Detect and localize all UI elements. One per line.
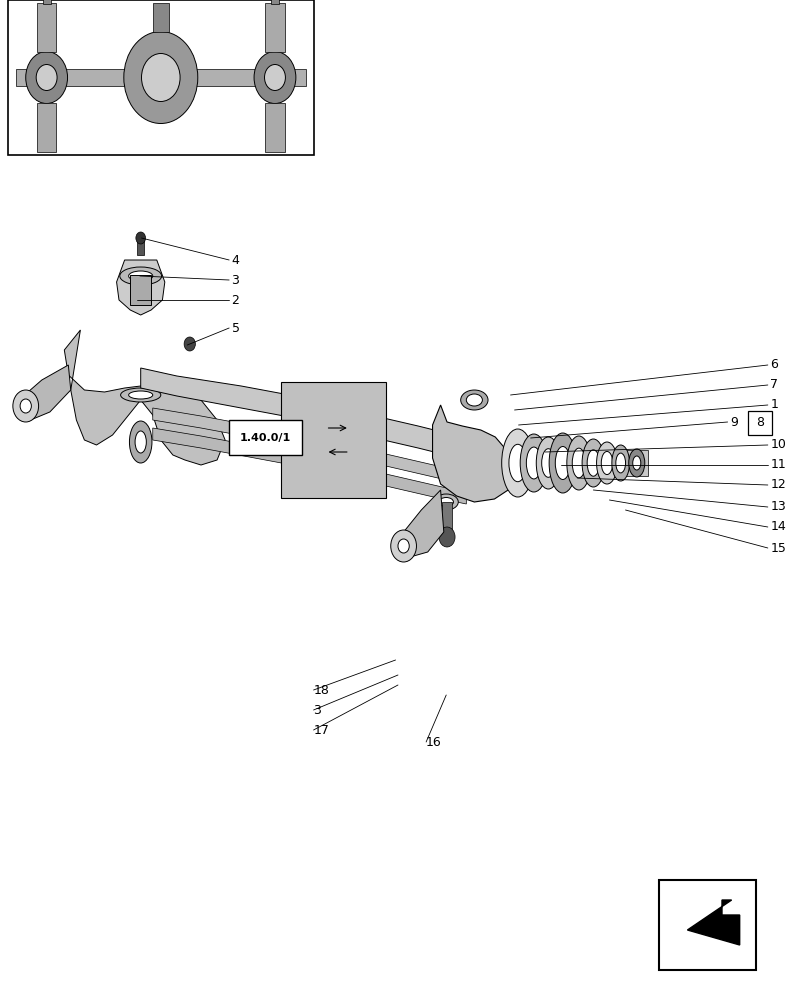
Bar bbox=[43, 0, 51, 4]
Ellipse shape bbox=[135, 431, 146, 453]
Circle shape bbox=[184, 337, 195, 351]
Circle shape bbox=[124, 31, 198, 123]
Text: 8: 8 bbox=[755, 416, 763, 428]
Ellipse shape bbox=[615, 453, 625, 473]
Polygon shape bbox=[398, 490, 443, 557]
Text: 7: 7 bbox=[769, 378, 777, 391]
Text: 12: 12 bbox=[769, 479, 785, 491]
Circle shape bbox=[136, 232, 145, 244]
Bar bbox=[511, 450, 647, 476]
Polygon shape bbox=[153, 428, 466, 504]
Text: 3: 3 bbox=[231, 273, 239, 286]
Bar bbox=[442, 502, 451, 532]
Circle shape bbox=[36, 64, 57, 91]
Ellipse shape bbox=[548, 433, 576, 493]
Polygon shape bbox=[141, 368, 466, 460]
Circle shape bbox=[13, 390, 39, 422]
Text: 6: 6 bbox=[769, 359, 777, 371]
Text: 1: 1 bbox=[769, 398, 777, 412]
Circle shape bbox=[141, 53, 180, 102]
Bar bbox=[747, 411, 771, 435]
Ellipse shape bbox=[536, 437, 560, 489]
Bar bbox=[271, 0, 279, 4]
Ellipse shape bbox=[520, 434, 547, 492]
Circle shape bbox=[20, 399, 31, 413]
Ellipse shape bbox=[120, 267, 161, 285]
Text: 2: 2 bbox=[231, 294, 239, 306]
Polygon shape bbox=[153, 408, 466, 484]
Polygon shape bbox=[20, 365, 71, 420]
Ellipse shape bbox=[434, 494, 458, 510]
Ellipse shape bbox=[596, 442, 617, 484]
Text: 3: 3 bbox=[313, 704, 321, 716]
Circle shape bbox=[390, 530, 416, 562]
Bar bbox=[265, 3, 284, 51]
Text: 9: 9 bbox=[729, 416, 737, 428]
Polygon shape bbox=[432, 405, 512, 502]
Polygon shape bbox=[64, 330, 225, 465]
Ellipse shape bbox=[555, 446, 569, 480]
Circle shape bbox=[264, 64, 285, 91]
Text: 11: 11 bbox=[769, 458, 785, 472]
Ellipse shape bbox=[628, 449, 644, 477]
Bar bbox=[153, 3, 169, 31]
Ellipse shape bbox=[128, 271, 153, 281]
Ellipse shape bbox=[128, 391, 153, 399]
Bar bbox=[37, 104, 56, 151]
Bar bbox=[229, 420, 301, 455]
Bar bbox=[265, 104, 284, 151]
Bar bbox=[37, 3, 56, 51]
Bar bbox=[281, 382, 385, 498]
Polygon shape bbox=[116, 260, 165, 315]
Ellipse shape bbox=[581, 439, 604, 487]
Bar bbox=[16, 70, 305, 86]
Text: 13: 13 bbox=[769, 500, 785, 514]
Ellipse shape bbox=[526, 447, 540, 479]
Circle shape bbox=[397, 539, 409, 553]
Text: 15: 15 bbox=[769, 542, 785, 554]
Text: 16: 16 bbox=[426, 736, 442, 748]
Text: 5: 5 bbox=[231, 322, 239, 334]
Text: 4: 4 bbox=[231, 253, 239, 266]
Ellipse shape bbox=[508, 444, 526, 482]
Text: 17: 17 bbox=[313, 724, 329, 736]
Ellipse shape bbox=[438, 497, 453, 506]
Ellipse shape bbox=[129, 421, 152, 463]
Bar bbox=[137, 239, 144, 255]
Circle shape bbox=[438, 527, 454, 547]
Circle shape bbox=[26, 51, 67, 104]
Ellipse shape bbox=[632, 456, 640, 470]
Polygon shape bbox=[687, 900, 739, 945]
Text: 14: 14 bbox=[769, 520, 785, 534]
Bar bbox=[8, 0, 313, 155]
Circle shape bbox=[254, 51, 296, 104]
Text: 18: 18 bbox=[313, 684, 329, 696]
Ellipse shape bbox=[586, 450, 599, 476]
Ellipse shape bbox=[120, 388, 161, 402]
Bar bbox=[130, 275, 151, 305]
Text: 10: 10 bbox=[769, 438, 785, 452]
Ellipse shape bbox=[611, 445, 629, 481]
Ellipse shape bbox=[501, 429, 533, 497]
Ellipse shape bbox=[466, 394, 482, 406]
Ellipse shape bbox=[601, 451, 612, 475]
Ellipse shape bbox=[460, 390, 487, 410]
Text: 1.40.0/1: 1.40.0/1 bbox=[239, 432, 291, 442]
Ellipse shape bbox=[572, 448, 585, 478]
Ellipse shape bbox=[541, 449, 554, 477]
Bar bbox=[658, 880, 755, 970]
Ellipse shape bbox=[566, 436, 590, 490]
